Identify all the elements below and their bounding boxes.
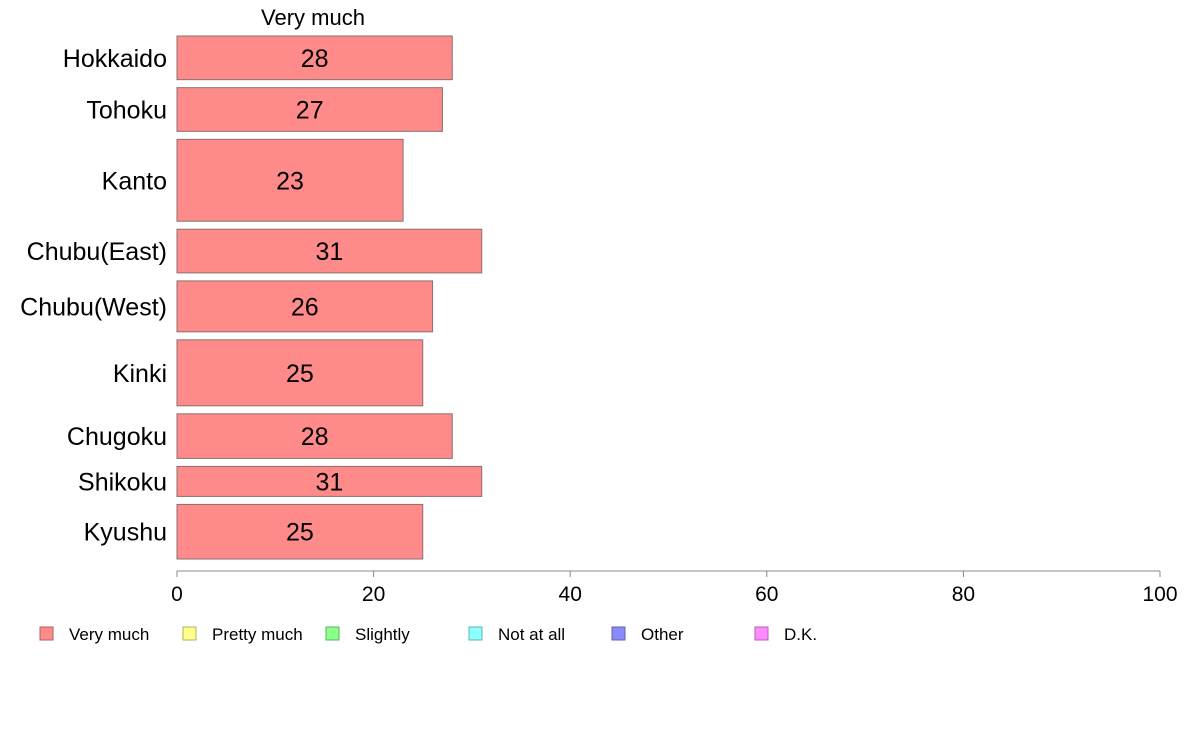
legend-label: Not at all (498, 625, 565, 644)
bar-segment (176, 87, 443, 132)
bar-segment (176, 503, 424, 560)
bar-segment (176, 280, 434, 333)
legend-label: D.K. (784, 625, 817, 644)
legend-label: Pretty much (212, 625, 303, 644)
category-label: Chubu(West) (20, 293, 167, 321)
data-label: 26 (291, 293, 319, 321)
category-label: Tohoku (86, 97, 167, 125)
x-axis: 0 20 40 60 80 100 (171, 570, 1178, 606)
category-label: Chugoku (67, 423, 167, 451)
category-label: Chubu(East) (27, 238, 167, 266)
data-label: 25 (286, 360, 314, 388)
legend-swatch (39, 626, 54, 641)
data-label: 28 (301, 423, 329, 451)
data-label: 27 (296, 97, 324, 125)
legend-swatch (468, 626, 483, 641)
x-tick-label: 60 (755, 583, 778, 606)
data-label: 23 (276, 167, 304, 195)
legend-label: Very much (69, 625, 149, 644)
bar-segment (176, 228, 483, 274)
category-labels: Hokkaido Tohoku Kanto Chubu(East) Chubu(West… (20, 45, 167, 547)
bar-segment (176, 138, 404, 222)
data-label: 31 (315, 468, 343, 496)
legend-swatch (182, 626, 197, 641)
data-label: 25 (286, 519, 314, 547)
data-label: 28 (301, 45, 329, 73)
bar-segment (176, 465, 483, 497)
legend-label: Other (641, 625, 684, 644)
category-label: Kyushu (84, 519, 167, 547)
legend-swatch (611, 626, 626, 641)
legend-label: Slightly (355, 625, 410, 644)
bar-segment (176, 413, 453, 459)
x-tick-label: 100 (1142, 583, 1177, 606)
x-tick-label: 20 (362, 583, 385, 606)
x-tick-label: 40 (559, 583, 582, 606)
x-tick-label: 0 (171, 583, 183, 606)
legend: Very much Pretty much Slightly Not at all Ot… (39, 625, 817, 644)
category-label: Kanto (102, 167, 167, 195)
legend-swatch (325, 626, 340, 641)
category-label: Hokkaido (63, 45, 167, 73)
x-tick-label: 80 (952, 583, 975, 606)
category-label: Kinki (113, 360, 167, 388)
data-label: 31 (315, 238, 343, 266)
legend-swatch (754, 626, 769, 641)
column-header: Very much (261, 5, 365, 30)
bar-segment (176, 35, 453, 81)
category-label: Shikoku (78, 468, 167, 496)
bar-segment (176, 339, 424, 407)
